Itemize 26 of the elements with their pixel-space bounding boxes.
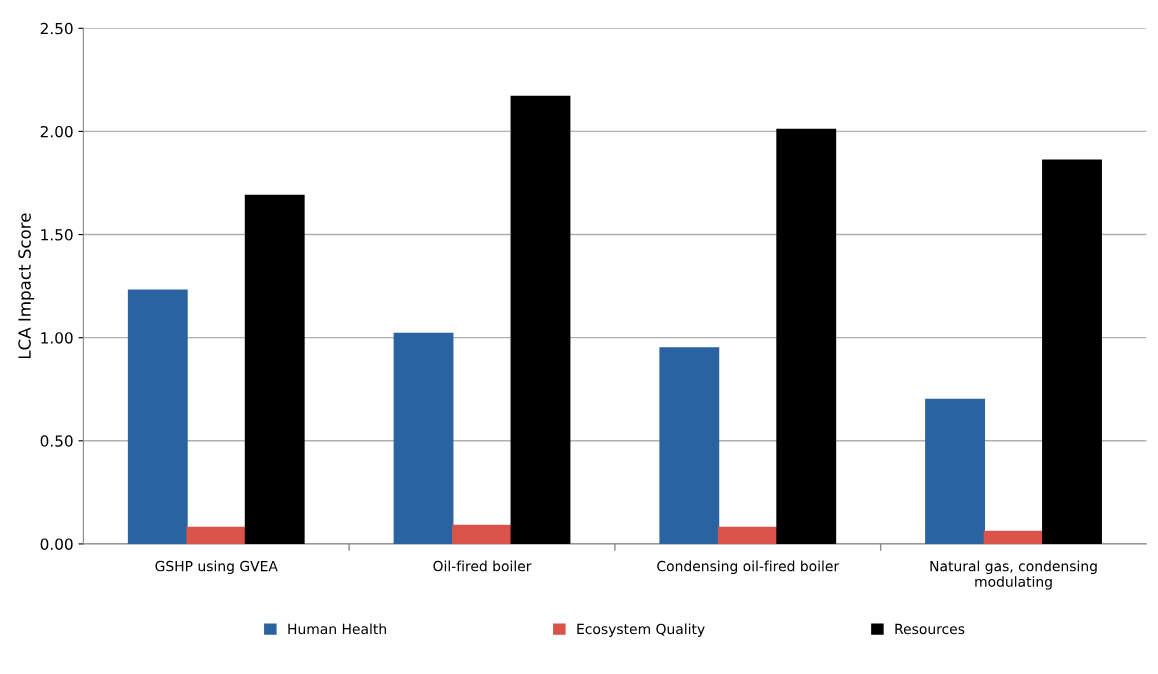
legend-label: Human Health bbox=[288, 623, 386, 635]
bar bbox=[452, 524, 512, 544]
legend-label: Ecosystem Quality bbox=[577, 623, 705, 637]
y-axis-title: LCA Impact Score bbox=[18, 213, 35, 359]
y-tick-label: 0.00 bbox=[40, 538, 73, 550]
bar bbox=[717, 526, 778, 544]
bar bbox=[127, 289, 188, 544]
bar bbox=[510, 95, 571, 544]
x-tick-label: Oil-fired boiler bbox=[433, 560, 532, 572]
bar bbox=[925, 398, 986, 544]
bar bbox=[659, 347, 720, 544]
bar bbox=[1042, 159, 1102, 544]
bar bbox=[393, 332, 454, 544]
y-tick-label: 2.50 bbox=[40, 22, 73, 35]
bar bbox=[776, 128, 837, 544]
x-tick-label: Natural gas, condensing modulating bbox=[930, 560, 1097, 590]
y-tick-label: 1.00 bbox=[41, 332, 73, 344]
y-tick-label: 0.50 bbox=[40, 435, 73, 447]
y-tick-label: 2.00 bbox=[40, 125, 73, 138]
bar bbox=[244, 194, 305, 544]
bar bbox=[186, 526, 247, 544]
x-tick-label: GSHP using GVEA bbox=[155, 560, 278, 575]
y-tick-label: 1.50 bbox=[41, 229, 73, 241]
x-tick-label: Condensing oil-fired boiler bbox=[657, 560, 840, 575]
legend-label: Resources bbox=[895, 623, 965, 635]
bar bbox=[983, 530, 1044, 544]
